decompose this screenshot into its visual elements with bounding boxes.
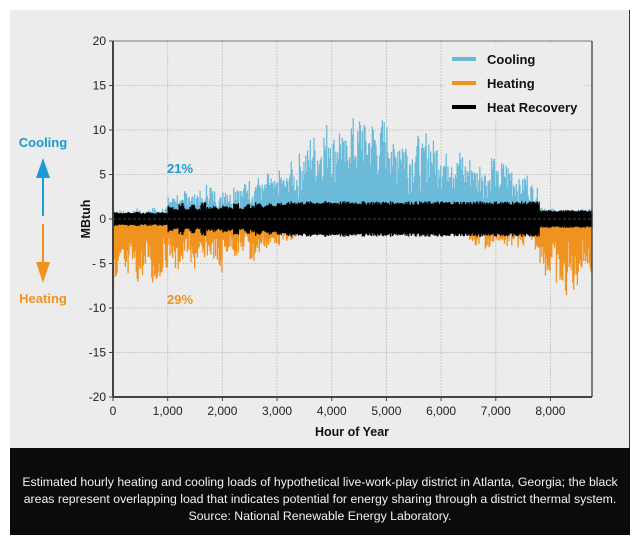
up-arrow-icon	[36, 158, 50, 216]
legend-label: Heat Recovery	[487, 100, 578, 115]
x-tick-label: 3,000	[262, 404, 292, 418]
data-bars	[112, 118, 593, 296]
legend: Cooling Heating Heat Recovery	[445, 44, 585, 120]
x-tick-label: 1,000	[153, 404, 183, 418]
x-tick-label: 0	[110, 404, 117, 418]
x-tick-label: 2,000	[207, 404, 237, 418]
x-tick-label: 8,000	[535, 404, 565, 418]
legend-label: Cooling	[487, 52, 535, 67]
y-axis-label: MBtuh	[79, 200, 93, 239]
y-tick-label: - 5	[92, 257, 106, 271]
tick-labels: 0 1,000 2,000 3,000 4,000 5,000 6,000 7,000 8,00…	[89, 34, 566, 418]
y-tick-label: 15	[93, 79, 107, 93]
y-tick-label: -10	[89, 301, 107, 315]
x-axis-label: Hour of Year	[315, 425, 389, 439]
legend-label: Heating	[487, 76, 535, 91]
y-tick-label: 0	[99, 212, 106, 226]
y-tick-label: -15	[89, 346, 107, 360]
y-tick-label: 10	[93, 123, 107, 137]
y-tick-label: -20	[89, 390, 107, 404]
x-tick-label: 6,000	[426, 404, 456, 418]
down-arrow-icon	[36, 224, 50, 283]
figure-caption: Estimated hourly heating and cooling loa…	[10, 448, 630, 535]
y-tick-label: 20	[93, 34, 107, 48]
x-tick-label: 7,000	[481, 404, 511, 418]
x-tick-label: 5,000	[371, 404, 401, 418]
heating-share-label: 29%	[167, 292, 193, 307]
load-chart: 0 1,000 2,000 3,000 4,000 5,000 6,000 7,000 8,00…	[19, 34, 593, 439]
y-tick-label: 5	[99, 168, 106, 182]
x-tick-label: 4,000	[317, 404, 347, 418]
axes	[109, 40, 593, 401]
heating-direction-label: Heating	[19, 291, 67, 306]
cooling-share-label: 21%	[167, 161, 193, 176]
cooling-direction-label: Cooling	[19, 135, 67, 150]
